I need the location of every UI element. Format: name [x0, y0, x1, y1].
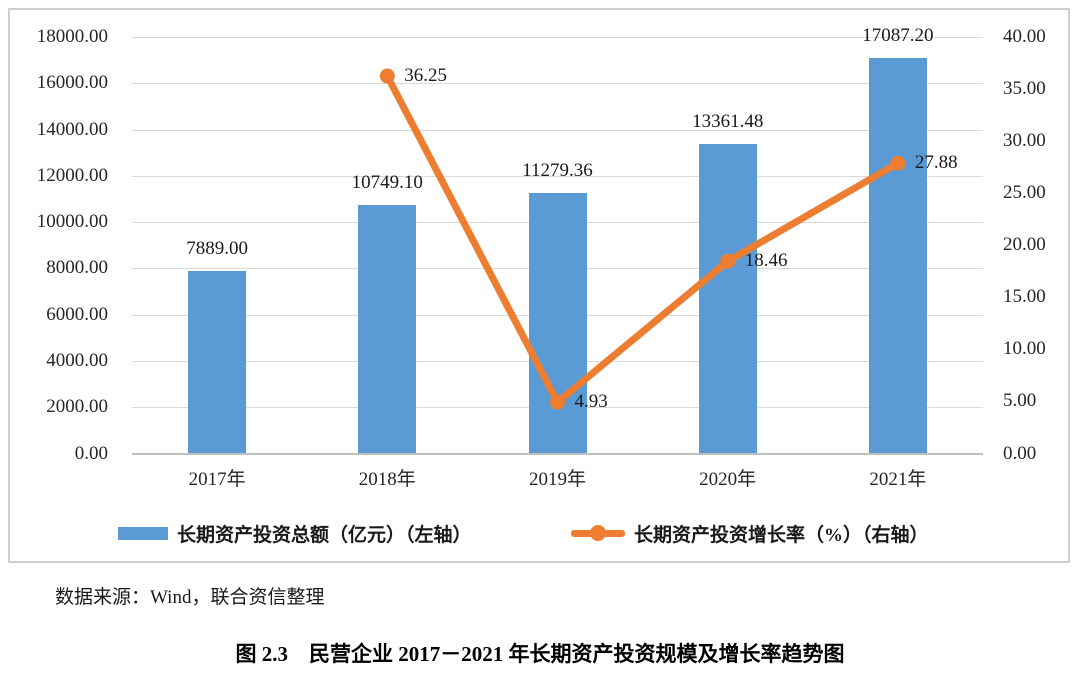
x-axis-category-label: 2018年: [358, 469, 416, 490]
line-data-label: 18.46: [744, 250, 788, 272]
chart-frame: 18000.00 16000.00 14000.00 12000.00 10000.00…: [8, 8, 1070, 563]
line-marker-icon: [379, 68, 395, 84]
right-axis-tick-label: 10.00: [1003, 338, 1046, 360]
right-axis-tick-label: 30.00: [1003, 130, 1046, 152]
gridline: [132, 129, 983, 131]
left-axis-tick-label: 16000.00: [36, 72, 108, 94]
right-axis-tick-label: 0.00: [1003, 442, 1037, 464]
x-axis-line: [132, 452, 983, 455]
bar-data-label: 13361.48: [692, 111, 764, 133]
line-series-dot-icon: [590, 525, 606, 541]
left-axis-tick-label: 2000.00: [46, 396, 108, 418]
left-axis-tick-label: 4000.00: [46, 349, 108, 371]
right-axis-tick-label: 40.00: [1003, 26, 1046, 47]
legend-item-bar-series: 长期资产投资总额（亿元）（左轴）: [118, 520, 472, 546]
left-axis-tick-label: 10000.00: [36, 211, 108, 233]
left-axis-tick-label: 18000.00: [36, 26, 108, 47]
legend-item-line-series: 长期资产投资增长率（%）（右轴）: [571, 520, 929, 546]
x-axis-category-label: 2017年: [188, 469, 246, 490]
bar-data-label: 17087.20: [862, 25, 934, 47]
left-axis-tick-label: 12000.00: [36, 164, 108, 186]
line-path: [383, 72, 902, 406]
right-axis-tick-label: 5.00: [1003, 390, 1037, 412]
plot-area: 18000.00 16000.00 14000.00 12000.00 10000.00…: [2, 2, 1080, 565]
left-axis-tick-label: 6000.00: [46, 303, 108, 325]
left-axis-tick-label: 0.00: [74, 442, 108, 464]
right-axis-tick-label: 25.00: [1003, 182, 1046, 204]
legend-label-line-series: 长期资产投资增长率（%）（右轴）: [634, 524, 929, 546]
bar-data-label: 10749.10: [351, 171, 423, 193]
line-data-label: 4.93: [574, 391, 608, 413]
line-data-label: 36.25: [404, 65, 448, 87]
figure-caption: 图 2.3 民营企业 2017－2021 年长期资产投资规模及增长率趋势图: [235, 642, 845, 666]
gridline: [132, 83, 983, 85]
legend-label-bar-series: 长期资产投资总额（亿元）（左轴）: [177, 524, 472, 546]
right-axis-tick-label: 35.00: [1003, 78, 1046, 100]
line-series-swatch-icon: [571, 525, 625, 541]
bar-data-label: 7889.00: [186, 237, 248, 259]
gridline: [132, 37, 983, 38]
line-data-label: 27.88: [914, 152, 958, 174]
bar-2020年: [698, 144, 757, 454]
bar-2017年: [188, 270, 247, 454]
bar-2018年: [358, 204, 417, 454]
bar-data-label: 11279.36: [522, 159, 593, 181]
left-axis-tick-label: 8000.00: [46, 257, 108, 279]
x-axis-category-label: 2021年: [869, 469, 927, 490]
data-source-note: 数据来源：Wind，联合资信整理: [55, 587, 325, 608]
x-axis-category-label: 2020年: [699, 469, 757, 490]
right-axis-tick-label: 20.00: [1003, 234, 1046, 256]
right-axis-tick-label: 15.00: [1003, 286, 1046, 308]
bar-2019年: [528, 192, 587, 454]
x-axis-category-label: 2019年: [528, 469, 586, 490]
left-axis-tick-label: 14000.00: [36, 118, 108, 140]
bar-2021年: [868, 58, 927, 454]
bar-series-swatch-icon: [118, 526, 168, 540]
